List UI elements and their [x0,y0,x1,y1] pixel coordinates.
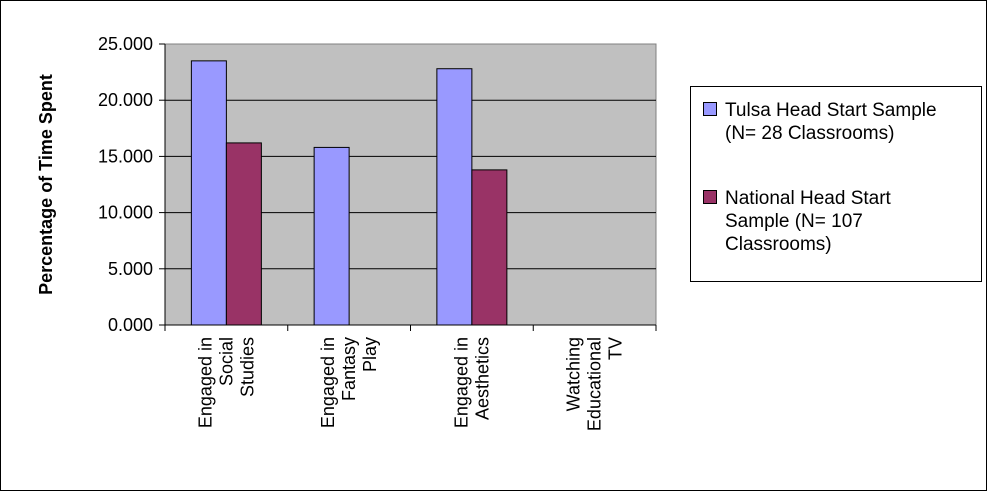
legend: Tulsa Head Start Sample (N= 28 Classroom… [690,86,982,282]
legend-label-tulsa: Tulsa Head Start Sample (N= 28 Classroom… [725,99,981,145]
x-category-label: Fantasy [339,337,359,401]
x-category-label: Educational [585,337,605,431]
x-category-label: Studies [237,337,257,397]
legend-label-national: National Head Start Sample (N= 107 Class… [725,187,981,256]
legend-label-line: National Head Start [725,188,891,209]
bar [190,60,227,326]
x-category-label: Engaged in [195,337,215,428]
x-category-label: Watching [564,337,584,411]
bar [436,68,473,326]
x-category-label: Aesthetics [472,337,492,420]
x-category-label: Play [360,337,380,372]
bar [313,146,350,326]
bar [471,169,508,326]
y-tick-label: 25.000 [98,34,153,54]
legend-label-line: (N= 28 Classrooms) [725,123,895,144]
x-category-label: Social [216,337,236,386]
legend-label-line: Tulsa Head Start Sample [725,100,937,121]
legend-label-line: Classrooms) [725,234,832,255]
y-axis-title: Percentage of Time Spent [36,74,56,295]
y-tick-label: 0.000 [108,315,153,335]
x-category-label: TV [606,337,626,360]
bar [225,142,262,326]
y-tick-label: 5.000 [108,259,153,279]
legend-swatch-tulsa [703,102,717,116]
legend-swatch-national [703,190,717,204]
legend-label-line: Sample (N= 107 [725,211,863,232]
x-category-label: Engaged in [318,337,338,428]
y-tick-label: 10.000 [98,203,153,223]
x-category-label: Engaged in [451,337,471,428]
y-tick-label: 15.000 [98,146,153,166]
y-tick-label: 20.000 [98,90,153,110]
